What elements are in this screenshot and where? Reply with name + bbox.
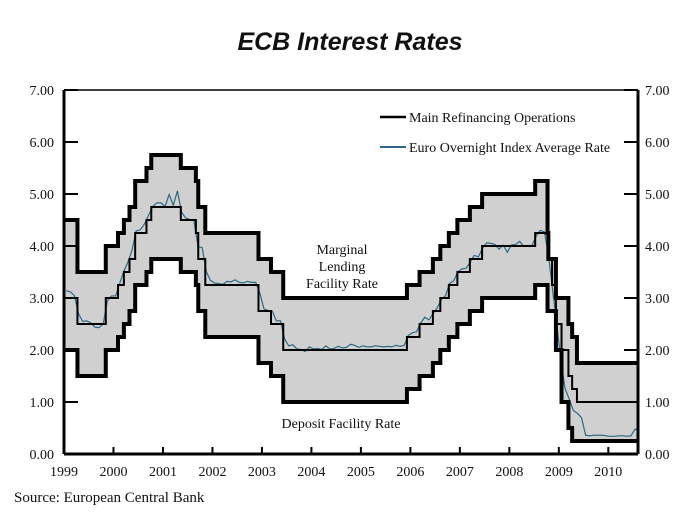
annotation-deposit: Deposit Facility Rate	[282, 417, 401, 432]
source-note: Source: European Central Bank	[14, 490, 205, 506]
annotation-marginal-2: Lending	[319, 260, 366, 275]
series-lines	[64, 153, 640, 443]
x-tick-label: 2008	[495, 465, 523, 480]
deposit-facility-line	[64, 257, 638, 443]
x-tick-label: 2001	[149, 465, 177, 480]
y-tick-label-left: 5.00	[30, 188, 55, 203]
x-tick-label: 2000	[99, 465, 127, 480]
x-tick-label: 1999	[50, 465, 78, 480]
x-tick-label: 2006	[396, 465, 424, 480]
legend-label-main-refi: Main Refinancing Operations	[409, 111, 575, 126]
legend-label-eonia: Euro Overnight Index Average Rate	[409, 141, 610, 156]
y-tick-label-right: 7.00	[645, 84, 670, 99]
annotation-marginal-3: Facility Rate	[306, 277, 378, 292]
y-tick-label-right: 0.00	[645, 448, 670, 463]
x-tick-label: 2005	[347, 465, 375, 480]
eonia-line	[65, 190, 640, 437]
annotation-marginal-1: Marginal	[316, 243, 367, 258]
x-tick-label: 2002	[198, 465, 226, 480]
y-tick-label-right: 4.00	[645, 240, 670, 255]
legend: Main Refinancing Operations Euro Overnig…	[380, 111, 610, 156]
x-tick-label: 2009	[545, 465, 573, 480]
y-tick-label-right: 5.00	[645, 188, 670, 203]
y-tick-label-left: 3.00	[30, 292, 55, 307]
y-tick-label-right: 6.00	[645, 136, 670, 151]
y-tick-label-right: 2.00	[645, 344, 670, 359]
x-tick-label: 2003	[248, 465, 276, 480]
y-tick-label-left: 1.00	[30, 396, 55, 411]
y-tick-label-left: 4.00	[30, 240, 55, 255]
x-tick-label: 2004	[297, 465, 325, 480]
x-tick-label: 2007	[446, 465, 474, 480]
y-tick-label-left: 2.00	[30, 344, 55, 359]
y-tick-label-right: 1.00	[645, 396, 670, 411]
chart-title: ECB Interest Rates	[237, 28, 463, 56]
y-tick-label-left: 7.00	[30, 84, 55, 99]
y-tick-label-left: 6.00	[30, 136, 55, 151]
y-tick-label-left: 0.00	[30, 448, 55, 463]
y-tick-label-right: 3.00	[645, 292, 670, 307]
marginal-lending-line	[64, 153, 638, 365]
axes: 0.00 0.00 1.00 1.00 2.00 2.00 3.00 3.00 4.00 4.00…	[30, 84, 670, 480]
x-tick-label: 2010	[594, 465, 622, 480]
